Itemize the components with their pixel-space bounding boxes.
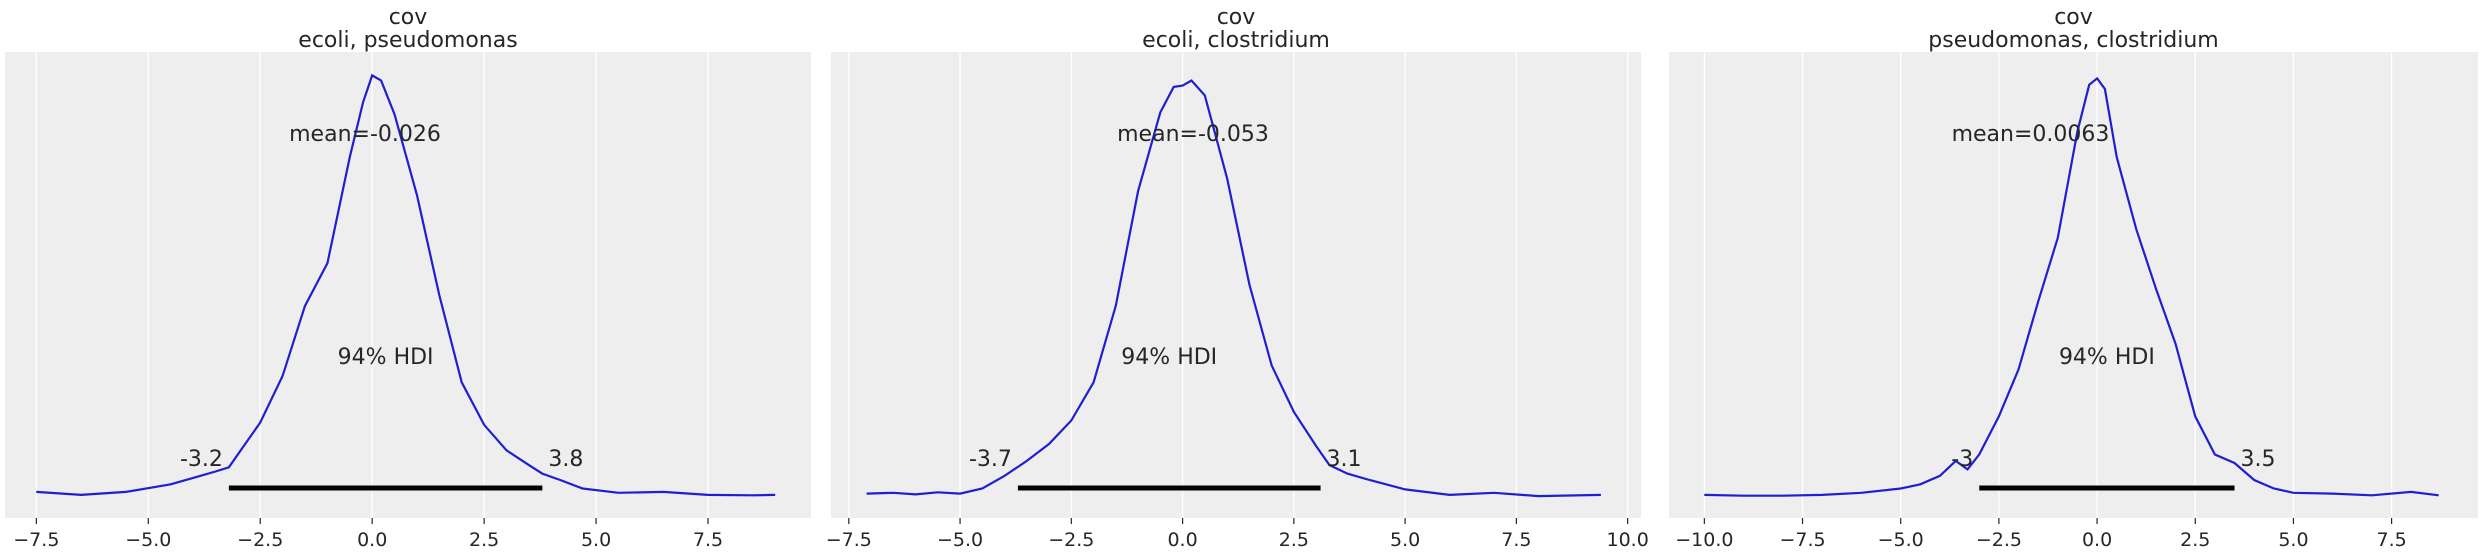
- x-tick-label: −7.5: [826, 529, 872, 551]
- x-tick-label: 10.0: [1606, 529, 1648, 551]
- hdi-label: 94% HDI: [2059, 345, 2155, 370]
- density-curve: [36, 73, 776, 497]
- hdi-low-label: -3.7: [969, 447, 1012, 472]
- x-tick-label: 5.0: [581, 529, 611, 551]
- panel-title: cov: [1217, 5, 1256, 30]
- density-curve: [1704, 76, 2439, 497]
- x-tick-label: −5.0: [937, 529, 983, 551]
- x-tick-label: −7.5: [13, 529, 59, 551]
- panel-subtitle: ecoli, clostridium: [1142, 28, 1330, 53]
- hdi-high-label: 3.1: [1327, 447, 1362, 472]
- x-tick-label: 5.0: [2278, 529, 2308, 551]
- x-tick-label: 7.5: [1501, 529, 1531, 551]
- panel-subtitle: ecoli, pseudomonas: [298, 28, 517, 53]
- x-tick-label: −2.5: [237, 529, 283, 551]
- x-tick-label: 2.5: [469, 529, 499, 551]
- density-panel-3: −10.0 −7.5 −5.0 −2.5 0.0 2.5 5.0 7.5 covpseudomo…: [1669, 5, 2478, 551]
- density-curve: [866, 79, 1601, 498]
- mean-label: mean=-0.053: [1117, 122, 1269, 147]
- x-tick-label: 0.0: [1167, 529, 1197, 551]
- plot-area: [5, 52, 811, 518]
- x-tick-label: 7.5: [2376, 529, 2406, 551]
- x-tick-label: 5.0: [1390, 529, 1420, 551]
- mean-label: mean=0.0063: [1952, 122, 2110, 147]
- x-tick-label: −2.5: [1048, 529, 1094, 551]
- plot-area: [1669, 52, 2478, 518]
- hdi-low-label: -3: [1951, 447, 1973, 472]
- x-tick-label: 0.0: [2082, 529, 2112, 551]
- panel-title: cov: [2054, 5, 2093, 30]
- hdi-label: 94% HDI: [1121, 345, 1217, 370]
- x-tick-label: −10.0: [1675, 529, 1733, 551]
- x-tick-label: 2.5: [1279, 529, 1309, 551]
- hdi-high-label: 3.8: [548, 447, 583, 472]
- mean-label: mean=-0.026: [289, 122, 441, 147]
- panel-subtitle: pseudomonas, clostridium: [1928, 28, 2218, 53]
- x-tick-label: −2.5: [1976, 529, 2022, 551]
- x-tick-label: −7.5: [1779, 529, 1825, 551]
- hdi-label: 94% HDI: [338, 345, 434, 370]
- x-tick-label: −5.0: [125, 529, 171, 551]
- x-tick-label: −5.0: [1878, 529, 1924, 551]
- x-tick-label: 0.0: [357, 529, 387, 551]
- x-tick-label: 2.5: [2180, 529, 2210, 551]
- x-tick-label: 7.5: [693, 529, 723, 551]
- panel-title: cov: [389, 5, 428, 30]
- hdi-low-label: -3.2: [180, 447, 223, 472]
- plot-area: [831, 52, 1641, 518]
- hdi-high-label: 3.5: [2241, 447, 2276, 472]
